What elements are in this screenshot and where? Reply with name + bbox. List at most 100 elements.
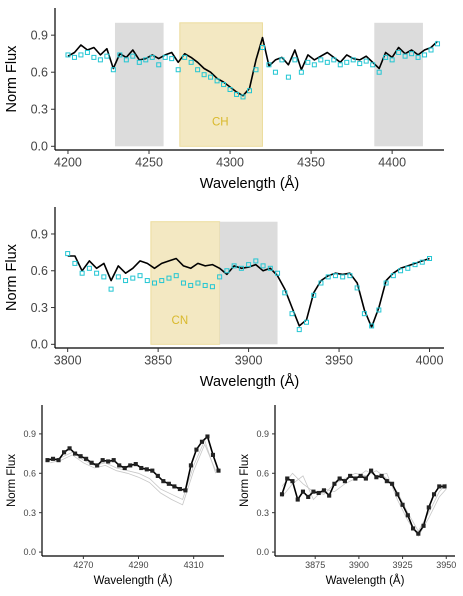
- data-point: [285, 74, 291, 80]
- data-point: [331, 57, 337, 63]
- data-point: [383, 280, 389, 286]
- data-point: [139, 465, 144, 471]
- data-point: [405, 265, 411, 271]
- data-point: [400, 502, 405, 507]
- data-point: [311, 62, 317, 68]
- data-point: [202, 282, 208, 288]
- x-tick-label: 4200: [54, 156, 82, 170]
- data-point: [106, 459, 111, 464]
- shaded-region: [374, 22, 423, 147]
- data-point: [347, 273, 353, 279]
- data-point: [324, 59, 330, 65]
- data-point: [422, 52, 428, 58]
- data-point: [354, 285, 360, 291]
- region-label: CH: [212, 117, 229, 129]
- data-point: [428, 47, 434, 53]
- data-point: [266, 62, 272, 68]
- data-point: [435, 41, 441, 47]
- x-axis-label: Wavelength (Å): [200, 373, 299, 390]
- x-tick-label: 3850: [144, 354, 172, 368]
- data-point: [117, 463, 122, 468]
- data-point: [73, 451, 78, 456]
- data-point: [56, 458, 61, 463]
- data-point: [419, 259, 425, 265]
- x-tick-label: 4290: [128, 560, 148, 570]
- data-point: [95, 463, 100, 468]
- data-point: [78, 52, 84, 58]
- region-label: CN: [172, 315, 189, 327]
- data-point: [115, 274, 121, 280]
- y-tick-label: 0.9: [31, 29, 48, 43]
- data-point: [161, 479, 166, 484]
- data-point: [316, 490, 321, 496]
- data-point: [348, 473, 353, 478]
- data-point: [231, 263, 237, 269]
- data-point: [224, 268, 230, 274]
- data-point: [260, 263, 266, 269]
- shaded-region: [219, 221, 278, 345]
- data-point: [188, 463, 193, 468]
- data-point: [350, 57, 356, 63]
- x-tick-label: 3800: [54, 354, 82, 368]
- data-point: [358, 473, 363, 478]
- data-point: [133, 462, 138, 467]
- y-tick-label: 0.6: [31, 264, 48, 278]
- data-point: [325, 274, 331, 280]
- y-tick-label: 0.3: [31, 103, 48, 117]
- data-point: [123, 278, 129, 284]
- data-point: [65, 52, 71, 58]
- data-point: [152, 280, 158, 286]
- y-axis-label: Norm Flux: [4, 243, 20, 311]
- data-point: [374, 475, 379, 480]
- data-point: [247, 88, 252, 94]
- data-point: [78, 454, 83, 459]
- data-point: [101, 274, 107, 280]
- data-point: [279, 57, 285, 63]
- data-point: [91, 54, 97, 60]
- data-point: [97, 57, 103, 63]
- data-point: [128, 463, 133, 468]
- data-point: [199, 439, 204, 444]
- data-point: [159, 278, 165, 284]
- y-tick-label: 0.9: [256, 429, 269, 439]
- data-point: [279, 492, 285, 497]
- data-point: [369, 323, 375, 329]
- y-tick-label: 0.3: [31, 301, 48, 315]
- data-point: [318, 280, 324, 286]
- data-point: [376, 307, 382, 313]
- x-tick-label: 3950: [325, 354, 353, 368]
- x-tick-label: 4400: [378, 156, 406, 170]
- data-point: [285, 476, 290, 481]
- chart-panel-1: CH 4200 4250 4300 4350 4400 0.0 0.3 0.6 0.9 Wavele…: [4, 8, 444, 192]
- x-tick-label: 4250: [135, 156, 163, 170]
- data-point: [173, 273, 179, 279]
- chart-panel-3: 4270 4290 4310 0.0 0.3 0.6 0.9 Wavelength (Å) No…: [6, 405, 224, 587]
- data-point: [426, 505, 431, 510]
- data-point: [169, 56, 175, 62]
- y-axis-label: Norm Flux: [6, 454, 18, 507]
- spectrum-line: [67, 36, 439, 97]
- data-point: [409, 51, 415, 57]
- data-point: [240, 94, 246, 100]
- data-point: [370, 62, 376, 68]
- y-tick-label: 0.3: [256, 508, 269, 518]
- data-point: [123, 57, 129, 63]
- data-point: [395, 492, 400, 497]
- data-point: [71, 54, 77, 60]
- data-point: [353, 476, 358, 481]
- data-point: [166, 275, 172, 281]
- data-point: [292, 57, 298, 63]
- x-tick-label: 4270: [73, 560, 93, 570]
- data-point: [201, 72, 207, 78]
- data-point: [195, 67, 201, 73]
- data-point: [194, 447, 199, 452]
- data-point: [389, 57, 395, 63]
- data-point: [318, 57, 324, 63]
- x-tick-label: 4350: [297, 156, 325, 170]
- y-axis-label: Norm Flux: [4, 45, 20, 113]
- data-point: [143, 57, 149, 63]
- data-point: [398, 268, 404, 274]
- data-point: [45, 458, 50, 463]
- data-point: [149, 54, 155, 60]
